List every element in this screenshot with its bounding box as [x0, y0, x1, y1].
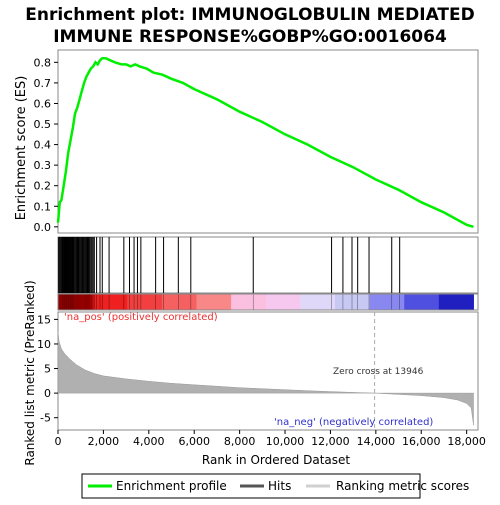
es-tick-label-6: 0.6 [34, 97, 52, 110]
x-tick-label-5: 10,000 [266, 435, 305, 448]
neg-correlation-label: 'na_neg' (negatively correlated) [274, 417, 433, 428]
gradient-segment-10 [404, 294, 440, 310]
x-tick-label-3: 6,000 [178, 435, 210, 448]
metric-tick-label-2: 5 [44, 363, 51, 376]
gradient-segment-9 [369, 294, 405, 310]
chart-title-line1: Enrichment plot: IMMUNOGLOBULIN MEDIATED [25, 5, 474, 25]
gradient-segment-8 [334, 294, 371, 310]
metric-tick-label-1: 0 [44, 387, 51, 400]
legend-enrichment-label: Enrichment profile [116, 479, 227, 493]
metric-tick-label-4: 15 [37, 313, 51, 326]
ranking-metric-area [57, 331, 474, 426]
x-tick-label-4: 8,000 [224, 435, 256, 448]
x-tick-label-9: 18,000 [447, 435, 486, 448]
legend-metric-label: Ranking metric scores [336, 479, 469, 493]
x-tick-label-8: 16,000 [402, 435, 441, 448]
x-tick-label-2: 4,000 [133, 435, 165, 448]
gradient-segment-5 [231, 294, 267, 310]
zero-cross-label: Zero cross at 13946 [333, 367, 424, 377]
es-tick-label-5: 0.5 [34, 118, 52, 131]
enrichment-profile-line [56, 56, 474, 229]
pos-correlation-label: 'na_pos' (positively correlated) [64, 312, 218, 323]
x-axis: 0 2,000 4,000 6,000 8,000 10,000 12,000 14,000 1… [55, 430, 486, 448]
legend-hits-label: Hits [268, 479, 291, 493]
gradient-segment-1 [92, 294, 128, 310]
x-tick-label-6: 12,000 [311, 435, 350, 448]
gradient-segment-4 [196, 294, 232, 310]
chart-title-line2: IMMUNE RESPONSE%GOBP%GO:0016064 [53, 27, 447, 47]
hits-panel [57, 236, 479, 294]
es-panel: 0.0 0.1 0.2 0.3 0.4 0.5 0.6 0.7 0.8 [34, 49, 479, 234]
es-tick-label-7: 0.7 [34, 77, 52, 90]
es-tick-label-4: 0.4 [34, 139, 52, 152]
gradient-segment-11 [438, 294, 474, 310]
x-tick-label-0: 0 [55, 435, 62, 448]
gradient-segment-3 [161, 294, 197, 310]
gradient-frame [57, 293, 479, 311]
metric-tick-label-0: -5 [40, 412, 51, 425]
gradient-segment-7 [300, 294, 336, 310]
es-tick-label-3: 0.3 [34, 159, 52, 172]
legend: Enrichment profile Hits Ranking metric s… [81, 473, 469, 499]
x-axis-label: Rank in Ordered Dataset [202, 453, 350, 467]
metric-tick-label-3: 10 [37, 338, 51, 351]
hits-frame [57, 236, 479, 294]
ranked-list-gradient [57, 293, 479, 311]
es-plot-frame [57, 49, 479, 234]
es-tick-label-1: 0.1 [34, 200, 52, 213]
es-tick-label-2: 0.2 [34, 180, 52, 193]
metric-axis-label: Ranked list metric (PreRanked) [23, 280, 37, 465]
gradient-segment-6 [265, 294, 301, 310]
es-tick-label-0: 0.0 [34, 221, 52, 234]
x-tick-label-7: 14,000 [357, 435, 396, 448]
es-axis-label: Enrichment score (ES) [14, 76, 29, 221]
es-tick-label-8: 0.8 [34, 56, 52, 69]
ranking-metric-panel: -5 0 5 10 15 [37, 311, 479, 431]
gradient-segment-2 [127, 294, 163, 310]
x-tick-label-1: 2,000 [88, 435, 120, 448]
